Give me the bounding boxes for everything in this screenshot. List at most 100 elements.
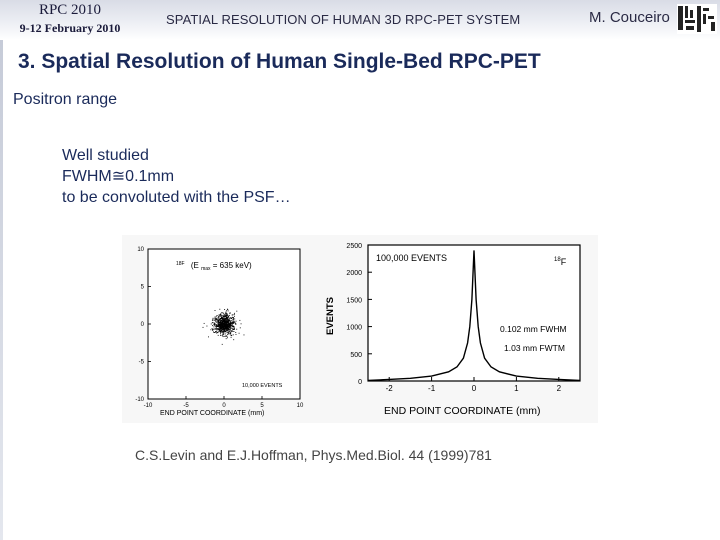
scatter-points [202,308,245,345]
scatter-point [224,328,226,329]
scatter-point [202,326,204,328]
scatter-point [225,318,227,320]
scatter-point [232,330,234,332]
scatter-point [230,327,232,329]
scatter-point [224,321,226,323]
scatter-point [227,320,228,322]
scatter-point [223,316,225,318]
scatter-point [228,322,230,324]
scatter-point [221,318,223,320]
scatter-point [222,332,224,334]
scatter-point [224,326,225,328]
scatter-point [216,315,218,316]
scatter-point [218,329,220,330]
scatter-point [227,315,229,317]
scatter-point [219,323,221,325]
scatter-point [229,331,231,333]
scatter-point [243,334,245,336]
scatter-point [234,327,235,329]
scatter-point [233,331,235,332]
scatter-point [238,332,240,334]
scatter-point [230,331,232,333]
scatter-point [214,324,216,326]
scatter-point [213,322,215,324]
scatter-point [230,326,232,328]
scatter-point [225,313,226,315]
scatter-point [223,319,224,321]
scatter-point [231,327,233,329]
scatter-point [229,317,231,319]
scatter-point [215,325,217,327]
scatter-point [225,319,227,321]
scatter-point [226,319,228,321]
scatter-point [220,327,221,329]
slide-subtitle: Positron range [13,91,118,108]
scatter-point [219,330,221,332]
scatter-point [215,318,217,320]
scatter-point [227,309,229,311]
scatter-point [228,316,230,318]
scatter-point [233,313,235,315]
scatter-point [216,325,218,327]
scatter-point [231,322,233,324]
scatter-point [220,335,222,337]
scatter-point [219,319,221,321]
scatter-point [224,315,226,317]
scatter-point [230,320,232,322]
scatter-point [215,321,217,323]
scatter-point [227,326,229,327]
scatter-point [223,321,224,323]
scatter-point [224,322,226,324]
scatter-point [225,330,227,332]
scatter-point [230,324,232,326]
scatter-point [230,323,232,325]
scatter-point [225,313,227,315]
scatter-point [223,323,224,325]
scatter-ticks: -10 -5 0 5 10 10 5 0 -5 -10 [135,247,304,409]
scatter-point [203,322,205,324]
scatter-point [233,317,235,319]
scatter-point [216,321,218,323]
scatter-point [222,325,224,327]
scatter-point [219,322,221,324]
scatter-point [226,308,228,310]
scatter-point [220,324,222,326]
scatter-point [233,339,235,341]
scatter-point [232,319,234,321]
citation: C.S.Levin and E.J.Hoffman, Phys.Med.Biol… [135,447,492,463]
scatter-point [229,319,231,321]
scatter-point [218,316,220,318]
scatter-point [210,323,212,325]
scatter-point [217,325,218,327]
scatter-point [224,328,226,330]
scatter-point [215,331,217,333]
histogram-xlabel: END POINT COORDINATE (mm) [384,405,541,417]
scatter-point [214,328,216,330]
scatter-y-tick-label: 10 [137,247,144,253]
scatter-point [224,329,226,330]
scatter-point [223,320,225,322]
scatter-point [220,317,222,319]
scatter-point [229,324,231,326]
scatter-point [228,314,230,316]
scatter-point [232,322,234,324]
scatter-point [219,330,221,332]
scatter-point [227,322,229,324]
header-band [0,0,720,40]
scatter-point [229,321,231,323]
scatter-point [232,328,234,330]
scatter-point [212,319,214,321]
scatter-point [222,319,224,321]
scatter-point [232,319,234,321]
scatter-point [220,329,222,330]
scatter-point [236,310,238,312]
bullet-list: Well studied FWHM≅0.1mm to be convoluted… [62,145,291,208]
scatter-point [213,323,215,325]
scatter-point [239,327,241,329]
institution-logo [677,4,717,34]
scatter-point [225,338,227,340]
scatter-point [234,318,236,320]
conference-name: RPC 2010 [38,2,102,18]
scatter-point [227,329,229,331]
scatter-point [218,314,220,316]
